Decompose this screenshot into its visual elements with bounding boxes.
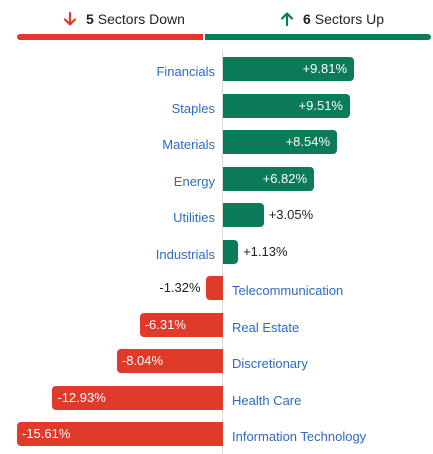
bar-materials xyxy=(223,130,338,154)
bar-financials xyxy=(223,57,354,81)
category-label-telecommunication[interactable]: Telecommunication xyxy=(232,283,344,298)
arrow-down-icon xyxy=(63,11,77,26)
sectors-up-count: 6 xyxy=(303,11,311,27)
category-label-materials[interactable]: Materials xyxy=(162,137,215,152)
category-label-staples[interactable]: Staples xyxy=(171,100,215,116)
value-label-industrials: +1.13% xyxy=(243,243,288,259)
sectors-down-label: Sectors Down xyxy=(97,11,185,27)
zero-axis-line xyxy=(222,50,223,454)
sectors-down-summary: 5 Sectors Down xyxy=(62,8,185,30)
value-label-real-estate: -6.31% xyxy=(144,316,186,332)
category-label-financials[interactable]: Financials xyxy=(156,64,215,79)
value-label-energy: +6.82% xyxy=(262,170,308,186)
bar-energy xyxy=(223,166,315,191)
category-label-industrials[interactable]: Industrials xyxy=(155,246,215,262)
value-label-information-technology: -15.61% xyxy=(22,426,71,441)
value-label-utilities: +3.05% xyxy=(268,207,314,222)
category-label-discretionary[interactable]: Discretionary xyxy=(232,356,308,371)
category-label-utilities[interactable]: Utilities xyxy=(173,210,215,225)
bar-real-estate xyxy=(139,312,223,337)
bar-industrials xyxy=(223,239,239,264)
sectors-down-count: 5 xyxy=(86,11,94,27)
sectors-up-balance-bar xyxy=(205,34,431,40)
value-label-financials: +9.81% xyxy=(302,61,347,76)
value-label-discretionary: -8.04% xyxy=(121,353,164,368)
bar-discretionary xyxy=(116,349,223,373)
sectors-down-balance-bar xyxy=(17,34,203,40)
bar-information-technology xyxy=(17,422,223,446)
category-label-real-estate[interactable]: Real Estate xyxy=(232,319,300,335)
sectors-up-summary: 6 Sectors Up xyxy=(279,8,384,30)
bar-telecommunication xyxy=(205,276,223,300)
category-label-health-care[interactable]: Health Care xyxy=(232,392,302,408)
arrow-up-icon xyxy=(280,12,294,27)
value-label-materials: +8.54% xyxy=(285,134,331,149)
bar-utilities xyxy=(223,203,264,227)
value-label-telecommunication: -1.32% xyxy=(159,280,201,295)
category-label-information-technology[interactable]: Information Technology xyxy=(232,429,367,444)
sectors-up-label: Sectors Up xyxy=(314,11,385,27)
value-label-staples: +9.51% xyxy=(298,97,343,113)
bar-health-care xyxy=(52,385,223,410)
value-label-health-care: -12.93% xyxy=(57,389,106,405)
category-label-energy[interactable]: Energy xyxy=(173,173,215,189)
bar-staples xyxy=(223,93,350,118)
